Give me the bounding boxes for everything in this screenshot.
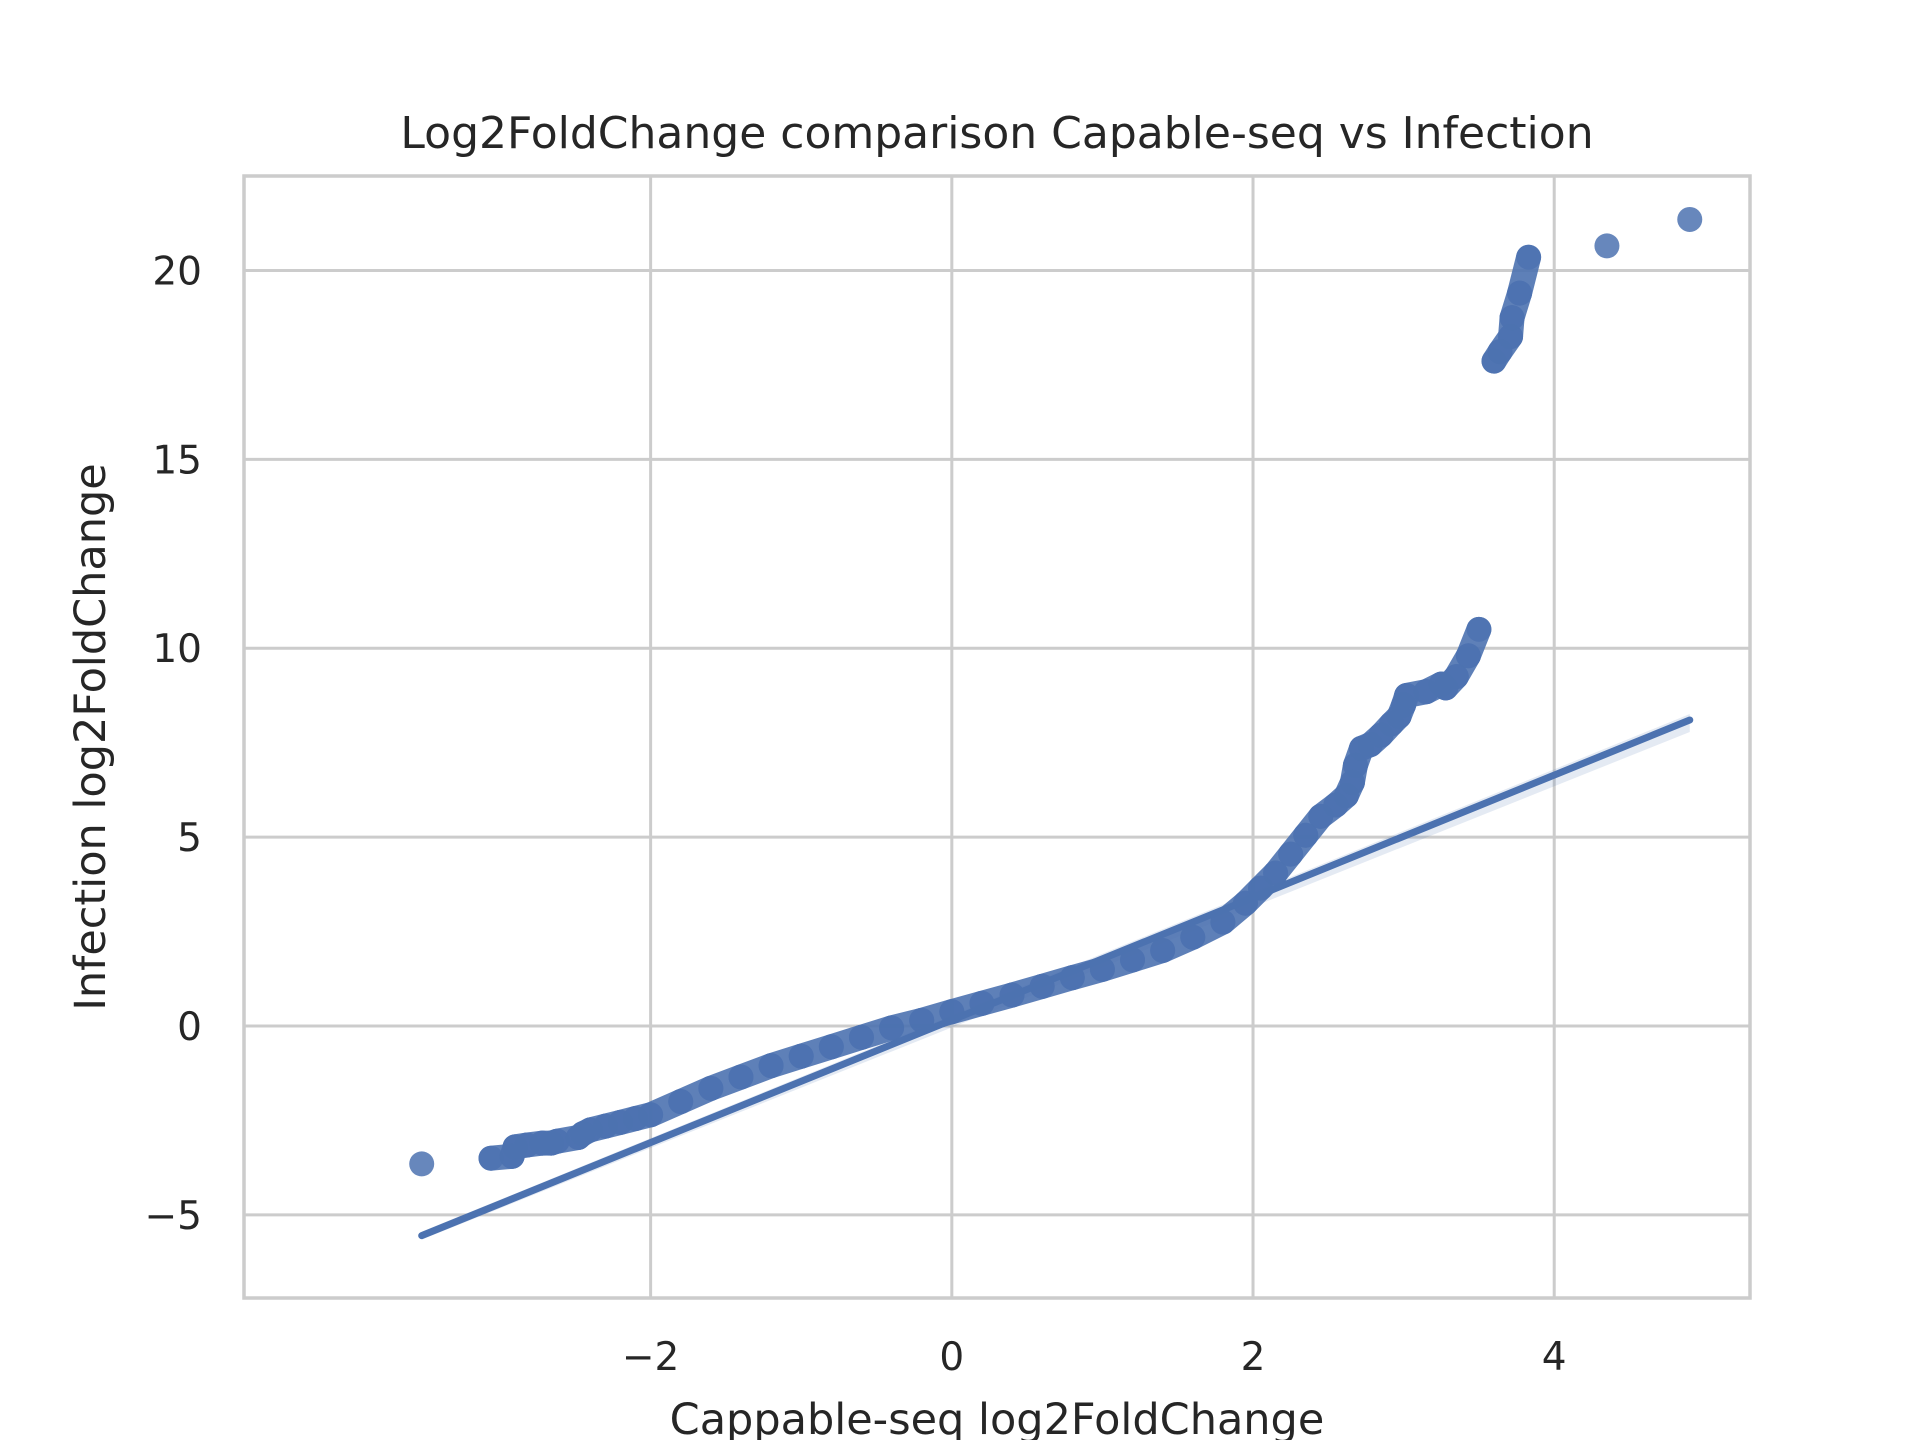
y-tick-label: 10 xyxy=(152,627,202,672)
data-point xyxy=(409,1151,435,1177)
data-points xyxy=(409,206,1703,1177)
x-tick-label: 4 xyxy=(1542,1335,1567,1380)
plot-area-frame xyxy=(242,174,1752,1300)
data-point-band xyxy=(1507,244,1542,306)
chart-title: Log2FoldChange comparison Capable-seq vs… xyxy=(400,108,1593,159)
y-tick-label: −5 xyxy=(145,1194,203,1239)
data-point xyxy=(1677,206,1703,232)
y-tick-label: 0 xyxy=(177,1005,202,1050)
x-axis-label: Cappable-seq log2FoldChange xyxy=(670,1395,1325,1440)
y-tick-labels: −5 0 5 10 15 20 xyxy=(145,249,203,1238)
x-tick-label: 2 xyxy=(1241,1335,1266,1380)
data-point-band xyxy=(1455,616,1492,669)
y-tick-label: 5 xyxy=(177,816,202,861)
data-point xyxy=(1594,233,1620,259)
y-axis-label: Infection log2FoldChange xyxy=(66,463,116,1011)
y-tick-label: 20 xyxy=(152,249,202,294)
x-tick-label: −2 xyxy=(622,1335,680,1380)
y-tick-label: 15 xyxy=(152,438,202,483)
grid xyxy=(244,176,1750,1298)
x-tick-labels: −2 0 2 4 xyxy=(622,1335,1567,1380)
x-tick-label: 0 xyxy=(939,1335,964,1380)
